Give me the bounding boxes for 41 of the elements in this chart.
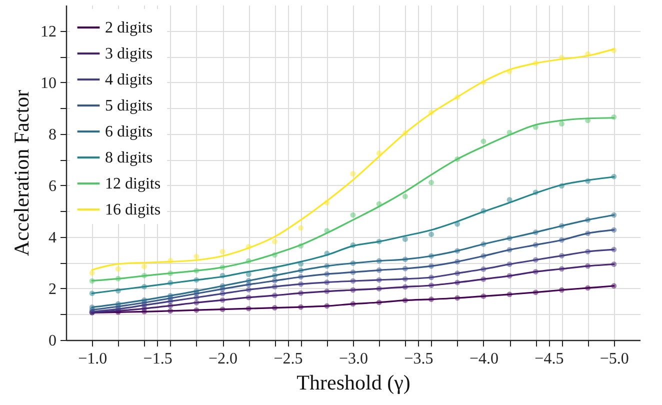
- point: [272, 238, 278, 244]
- y-tick-label: 4: [48, 229, 56, 246]
- y-tick-label: 8: [48, 126, 56, 144]
- x-tick-label: −2.0: [208, 350, 238, 368]
- x-tick-label: −3.0: [338, 350, 368, 368]
- legend-label: 16 digits: [105, 202, 161, 218]
- point: [558, 121, 564, 127]
- x-tick-label: −4.5: [534, 350, 564, 368]
- x-tick-label: −4.0: [469, 350, 498, 368]
- point: [402, 194, 408, 200]
- point: [220, 248, 226, 254]
- point: [480, 138, 486, 144]
- legend-label: 6 digits: [105, 124, 153, 140]
- y-tick-label: 2: [48, 280, 56, 298]
- point: [298, 225, 304, 231]
- point: [115, 266, 121, 272]
- point: [402, 236, 408, 242]
- x-tick-label: −2.5: [274, 350, 303, 368]
- legend-label: 2 digits: [105, 20, 153, 36]
- x-tick-label: −3.5: [404, 350, 434, 368]
- legend-label: 8 digits: [105, 150, 153, 166]
- x-tick-label: −1.0: [78, 350, 108, 368]
- point: [428, 180, 434, 186]
- legend-label: 12 digits: [105, 176, 161, 192]
- y-tick-label: 12: [40, 23, 56, 40]
- x-tick-label: −1.5: [143, 350, 172, 368]
- x-axis-title: Threshold (γ): [296, 370, 410, 394]
- y-axis-title: Acceleration Factor: [10, 90, 34, 256]
- y-tick-label: 0: [48, 332, 56, 350]
- legend-label: 3 digits: [105, 46, 153, 62]
- y-tick-label: 6: [48, 178, 56, 195]
- point: [428, 232, 434, 238]
- legend-label: 5 digits: [105, 98, 153, 114]
- x-tick-label: −5.0: [600, 350, 629, 368]
- legend-label: 4 digits: [105, 72, 153, 88]
- point: [194, 254, 200, 260]
- point: [350, 171, 356, 177]
- y-tick-label: 10: [40, 74, 56, 92]
- point: [89, 270, 95, 276]
- point: [350, 212, 356, 218]
- point: [142, 264, 148, 270]
